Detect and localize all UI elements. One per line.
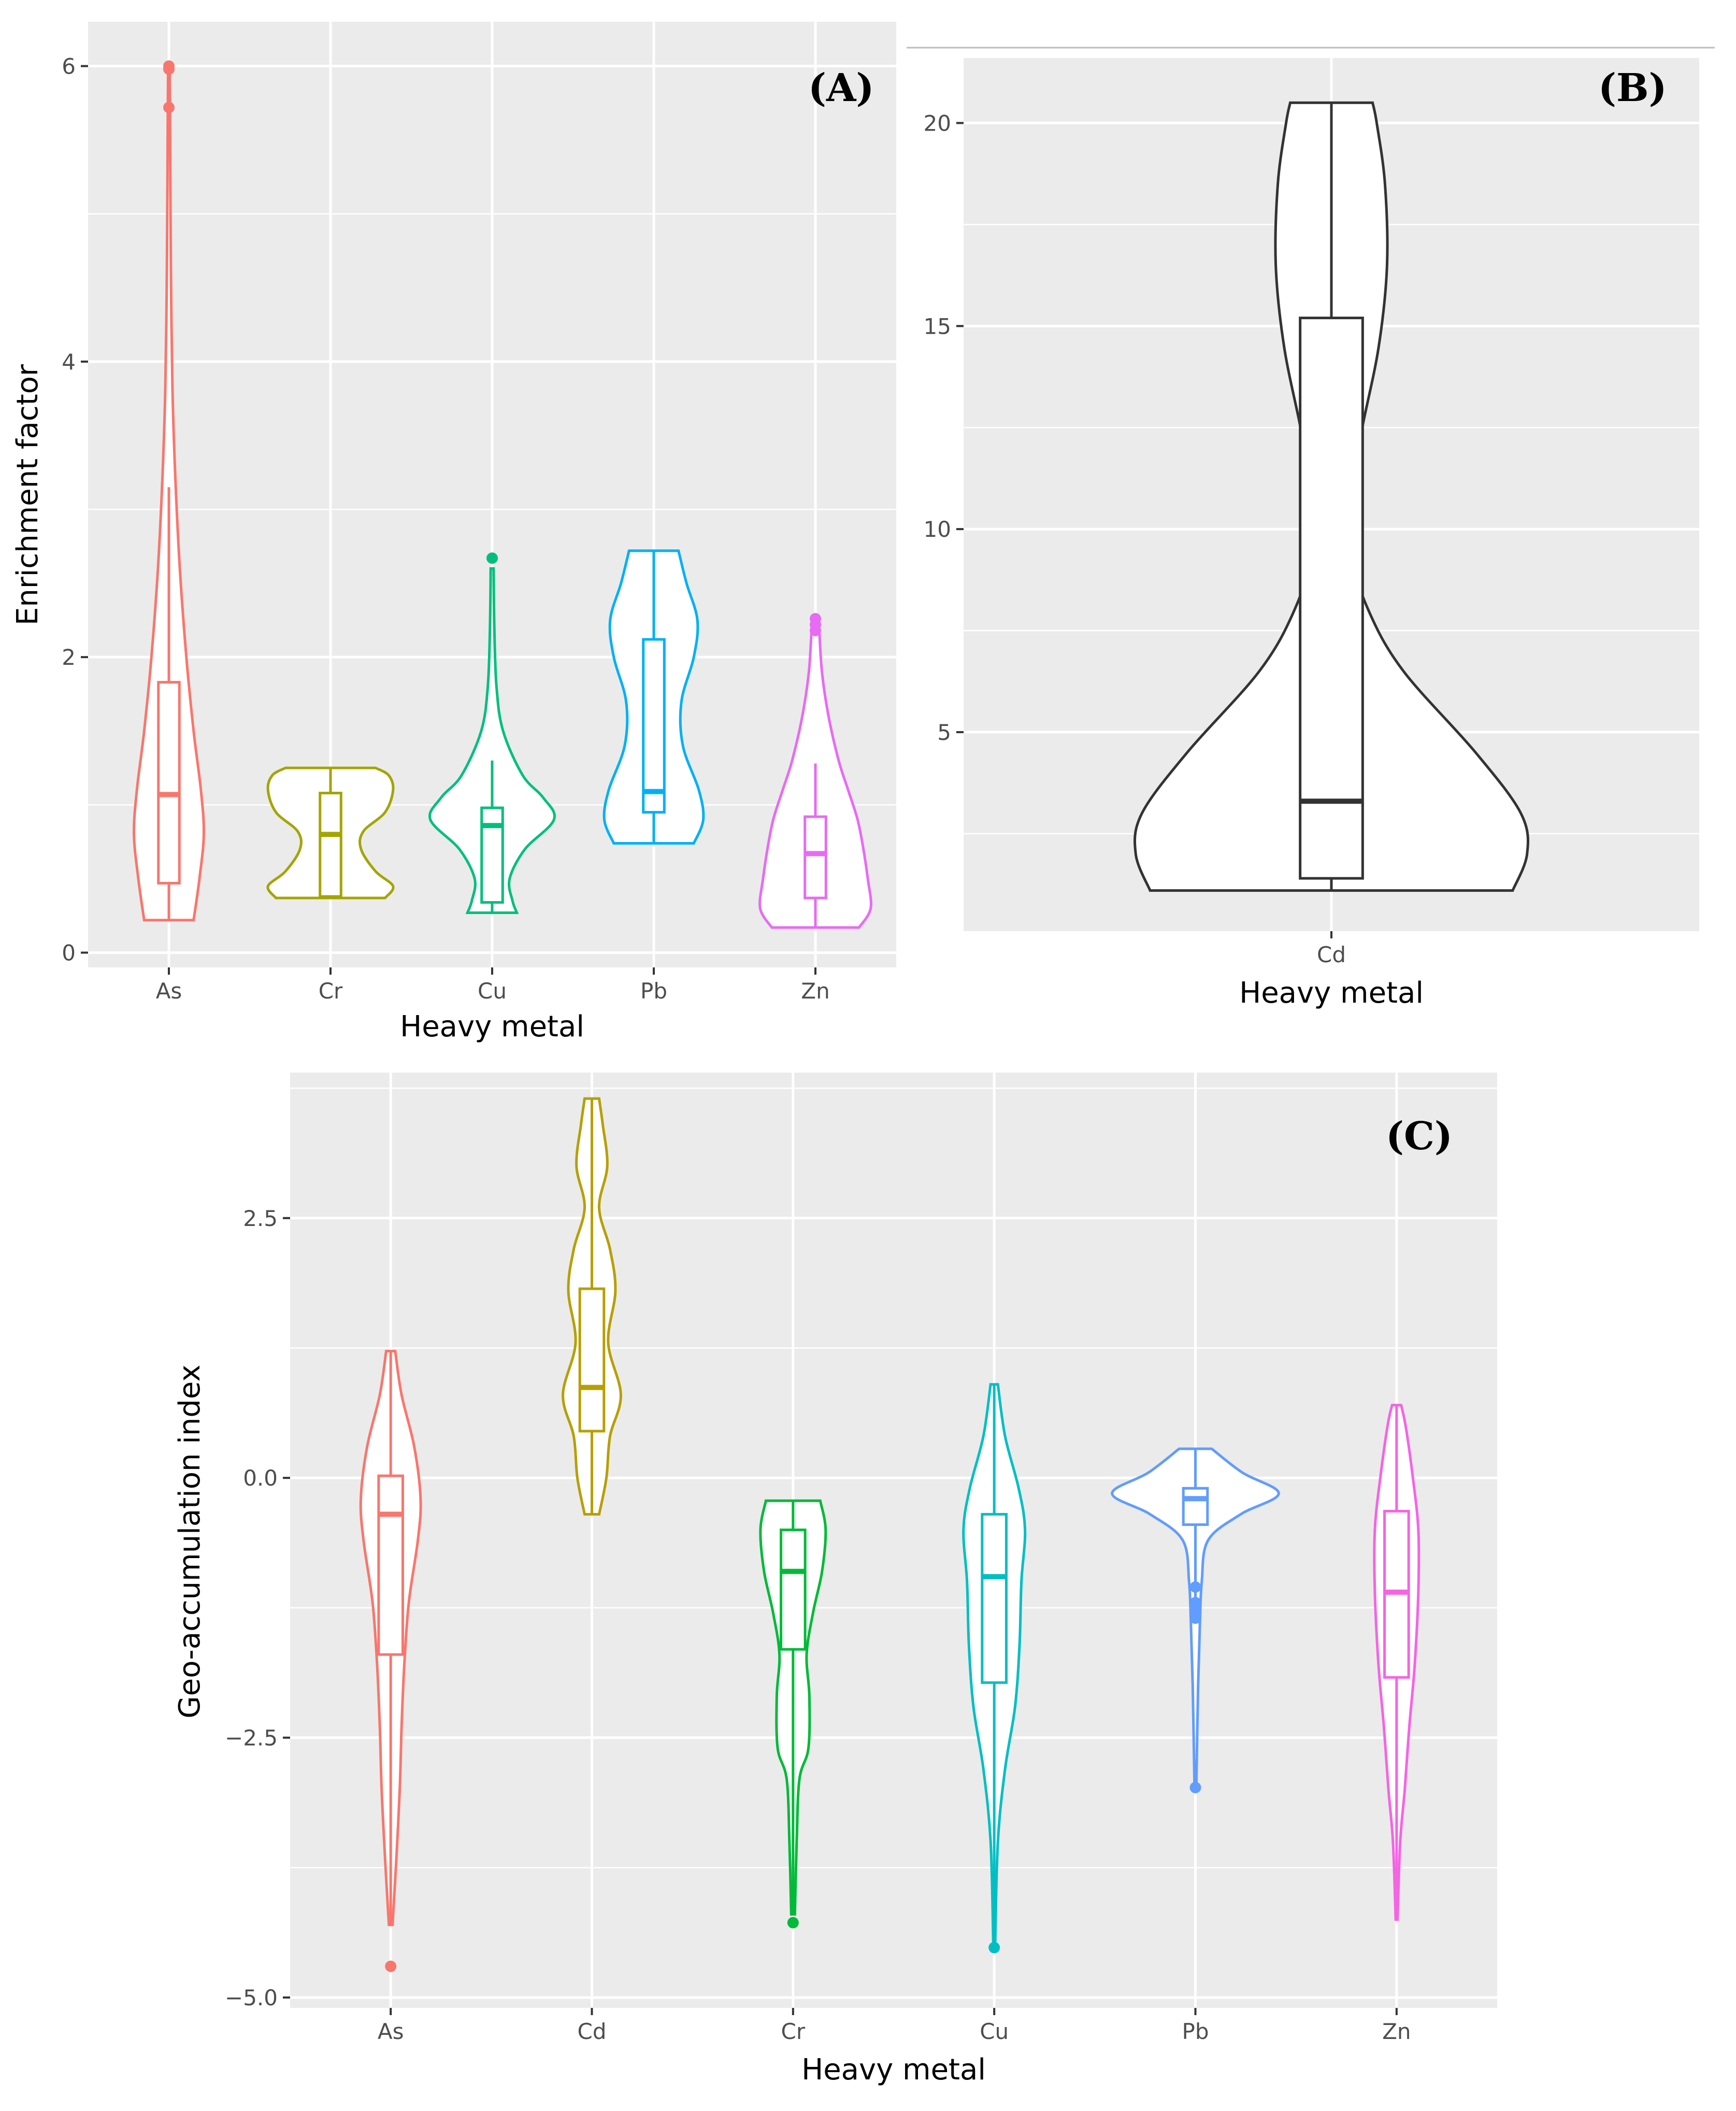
x-tick-label-pb: Pb xyxy=(640,978,667,1004)
violin-cd xyxy=(562,1097,622,1516)
y-tick-label: 5 xyxy=(937,720,951,745)
x-tick-label-as: As xyxy=(378,2019,404,2044)
violin-cu xyxy=(962,1383,1027,1953)
violin-body-cu xyxy=(428,567,556,914)
x-tick-label-cr: Cr xyxy=(319,978,343,1004)
panel-b-x-axis-title: Heavy metal xyxy=(1239,976,1424,1010)
y-tick-label: −2.5 xyxy=(225,1725,278,1751)
box-iqr xyxy=(319,792,342,898)
outlier-point xyxy=(1189,1596,1201,1608)
box-iqr xyxy=(642,638,666,814)
panel-c-y-ticks: −5.0 −2.5 0.0 2.5 xyxy=(225,1206,290,2010)
x-tick-label-cd: Cd xyxy=(1317,942,1346,967)
panel-b-violins xyxy=(1134,101,1529,892)
y-tick-label: 0 xyxy=(62,940,76,965)
y-tick-label: 2.5 xyxy=(243,1206,278,1231)
y-tick-label: −5.0 xyxy=(225,1985,278,2010)
outlier-point xyxy=(810,613,821,625)
panel-c-x-axis-title: Heavy metal xyxy=(801,2053,986,2087)
panel-b-y-ticks: 5 10 15 20 xyxy=(924,110,964,745)
box-iqr xyxy=(780,1528,807,1651)
box-iqr xyxy=(1182,1487,1209,1526)
y-tick-label: 2 xyxy=(62,645,76,670)
box-iqr xyxy=(480,806,504,904)
violin-cu xyxy=(428,552,556,914)
violin-pb xyxy=(602,549,705,845)
violin-as xyxy=(359,1350,422,1972)
panel-a-label: (A) xyxy=(808,66,874,110)
outlier-point xyxy=(1189,1612,1201,1624)
violin-zn xyxy=(758,613,872,929)
x-tick-label-cu: Cu xyxy=(980,2019,1009,2044)
y-tick-label: 4 xyxy=(62,349,76,375)
panel-c-plot-area xyxy=(290,1073,1497,2008)
violin-pb xyxy=(1111,1447,1280,1793)
outlier-point xyxy=(163,60,175,72)
box-iqr xyxy=(804,815,827,900)
x-tick-label-as: As xyxy=(156,978,182,1004)
outlier-point xyxy=(163,102,175,113)
x-tick-label-cd: Cd xyxy=(578,2019,607,2044)
violin-cd xyxy=(1134,101,1529,892)
y-tick-label: 6 xyxy=(62,54,76,79)
panel-a-enrichment-factor: 0 2 4 6 As Cr Cu Pb Zn Heavy metal Enrichment f… xyxy=(11,22,896,1044)
y-tick-label: 0.0 xyxy=(243,1465,278,1491)
panel-b-label: (B) xyxy=(1598,66,1667,110)
violin-zn xyxy=(1373,1404,1421,1921)
panel-a-x-ticks: As Cr Cu Pb Zn xyxy=(156,967,830,1004)
panel-c-y-axis-title: Geo-accumulation index xyxy=(173,1365,207,1719)
y-tick-label: 10 xyxy=(924,517,951,542)
box-iqr xyxy=(377,1474,404,1656)
outlier-point xyxy=(988,1942,1000,1953)
panel-a-x-axis-title: Heavy metal xyxy=(400,1010,584,1044)
panel-b-x-ticks: Cd xyxy=(1317,931,1346,967)
y-tick-label: 20 xyxy=(924,110,951,136)
x-tick-label-pb: Pb xyxy=(1182,2019,1209,2044)
panel-c-violins xyxy=(359,1097,1421,1972)
panel-b-cd-enrichment: 5 10 15 20 Cd Heavy metal (B) xyxy=(924,58,1699,1010)
panel-a-y-ticks: 0 2 4 6 xyxy=(62,54,88,965)
panel-c-geo-accumulation: −5.0−2.50.02.5 As Cd Cr Cu Pb Zn Heavy metal … xyxy=(173,1073,1497,2087)
outlier-point xyxy=(486,552,498,564)
panel-c-label: (C) xyxy=(1386,1114,1453,1159)
panel-a-violins xyxy=(133,60,872,929)
panel-c-x-ticks: As Cd Cr Cu Pb Zn xyxy=(378,2008,1411,2044)
x-tick-label-zn: Zn xyxy=(801,978,829,1004)
violin-cr xyxy=(759,1499,827,1929)
violin-as xyxy=(133,60,205,922)
y-tick-label: 15 xyxy=(924,313,951,339)
box-iqr xyxy=(578,1287,606,1433)
x-tick-label-cu: Cu xyxy=(478,978,507,1004)
x-tick-label-cr: Cr xyxy=(781,2019,806,2044)
box-iqr xyxy=(1299,317,1364,880)
x-tick-label-zn: Zn xyxy=(1382,2019,1411,2044)
box-iqr xyxy=(981,1513,1008,1684)
box-iqr xyxy=(157,681,181,885)
panel-a-y-axis-title: Enrichment factor xyxy=(11,364,45,625)
outlier-point xyxy=(385,1960,397,1972)
violin-cr xyxy=(266,766,395,900)
outlier-point xyxy=(1189,1781,1201,1793)
outlier-point xyxy=(1189,1581,1201,1593)
outlier-point xyxy=(787,1917,799,1929)
